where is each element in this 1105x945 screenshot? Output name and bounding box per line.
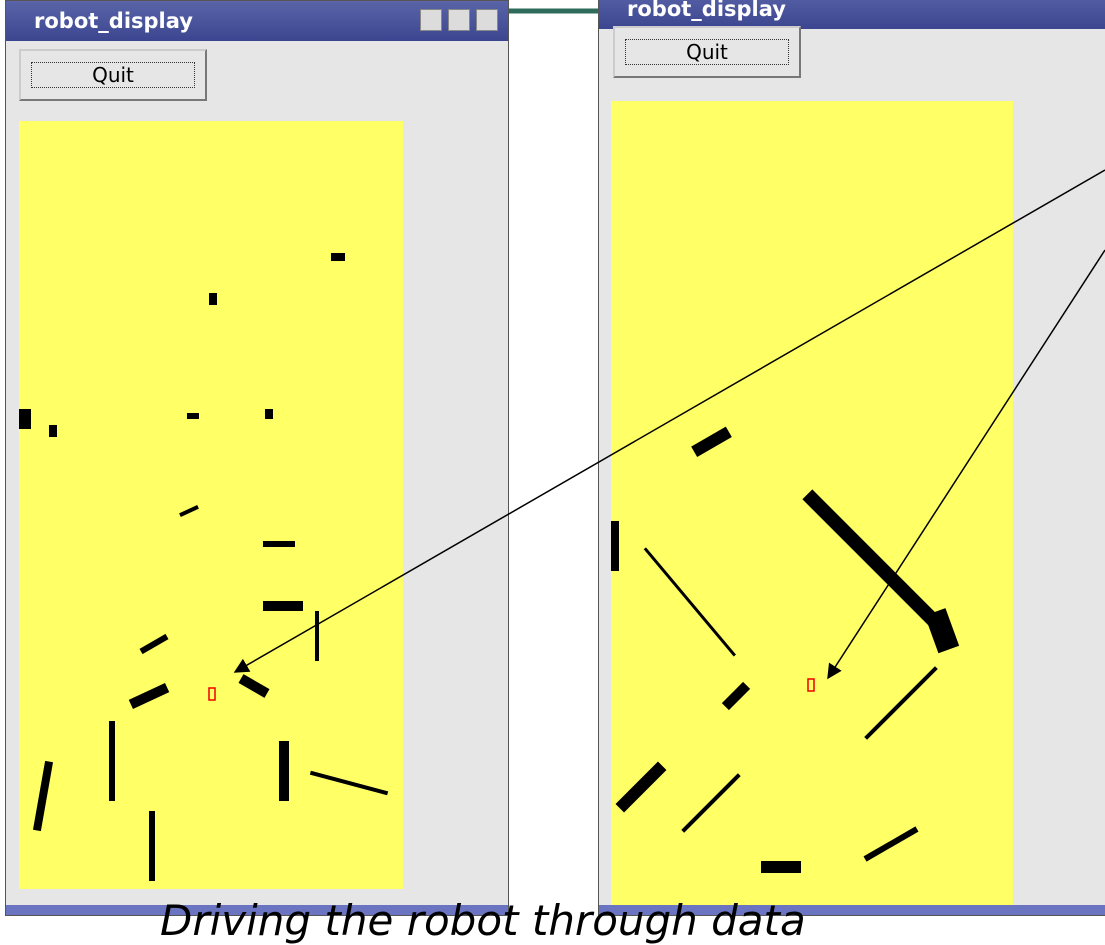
quit-button[interactable]: Quit <box>613 26 801 78</box>
scrollbar[interactable] <box>6 905 508 915</box>
title-bar: robot_display <box>6 1 508 41</box>
window-title: robot_display <box>34 9 193 33</box>
minimize[interactable] <box>420 9 442 31</box>
maximize[interactable] <box>448 9 470 31</box>
map <box>611 101 1013 906</box>
scrollbar[interactable] <box>599 905 1105 915</box>
close[interactable] <box>476 9 498 31</box>
button-label: Quit <box>625 39 789 65</box>
map <box>19 121 403 889</box>
title-bar: robot_display <box>599 0 1105 29</box>
quit-button[interactable]: Quit <box>19 49 207 101</box>
button-label: Quit <box>31 62 195 88</box>
window-title: robot_display <box>627 0 786 21</box>
caption: Driving the robot through data <box>160 896 806 945</box>
window: robot_display Quit <box>598 0 1105 916</box>
window: robot_display Quit <box>5 0 509 916</box>
